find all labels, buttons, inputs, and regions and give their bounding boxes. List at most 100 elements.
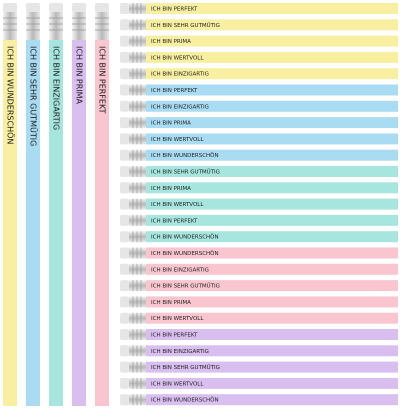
pencil: ICH BIN WUNDERSCHÖN <box>120 231 398 243</box>
ferrule <box>129 133 146 145</box>
pencil: ICH BIN WERTVOLL <box>120 312 398 324</box>
pencil: ICH BIN PRIMA <box>120 35 398 47</box>
ferrule <box>49 12 63 40</box>
ferrule <box>129 312 146 324</box>
eraser <box>72 3 86 12</box>
eraser <box>120 214 129 226</box>
ferrule <box>129 149 146 161</box>
pencil-body <box>146 231 398 243</box>
pencil: ICH BIN PERFEKT <box>120 3 398 14</box>
pencil: ICH BIN SEHR GUTMÜTIG <box>120 166 398 177</box>
eraser <box>49 3 63 12</box>
pencil: ICH BIN EINZIGARTIG <box>120 100 398 112</box>
ferrule <box>129 377 146 389</box>
pencil-body <box>49 40 63 406</box>
pencil: ICH BIN PERFEKT <box>120 84 398 96</box>
eraser <box>120 149 129 161</box>
pencil-body <box>95 40 109 406</box>
pencil-body <box>146 280 398 292</box>
pencil-body <box>146 312 398 324</box>
pencil: ICH BIN WUNDERSCHÖN <box>120 149 398 161</box>
pencil-body <box>146 345 398 357</box>
eraser <box>120 166 129 177</box>
ferrule <box>129 3 146 14</box>
pencil: ICH BIN SEHR GUTMÜTIG <box>120 280 398 292</box>
pencil-label: ICH BIN EINZIGARTIG <box>151 349 209 355</box>
ferrule <box>129 166 146 177</box>
eraser <box>120 345 129 357</box>
ferrule <box>3 12 17 40</box>
pencil-body <box>146 247 398 259</box>
eraser <box>120 231 129 243</box>
pencil-body <box>146 68 398 80</box>
pencil-label: ICH BIN EINZIGARTIG <box>151 104 209 110</box>
ferrule <box>129 117 146 129</box>
ferrule <box>129 361 146 373</box>
eraser <box>120 51 129 63</box>
pencil-body <box>146 361 398 373</box>
pencil-label: ICH BIN WUNDERSCHÖN <box>151 250 219 257</box>
pencil-body <box>146 214 398 226</box>
pencil-body <box>146 296 398 308</box>
pencil-body <box>146 198 398 210</box>
pencil: ICH BIN WERTVOLL <box>120 377 398 389</box>
pencil-label: ICH BIN WERTVOLL <box>151 316 204 322</box>
pencil: ICH BIN WUNDERSCHÖN <box>120 394 398 406</box>
eraser <box>120 198 129 210</box>
pencil-body <box>26 40 40 406</box>
eraser <box>3 3 17 12</box>
pencil-body <box>146 100 398 112</box>
eraser <box>95 3 109 12</box>
eraser <box>120 133 129 145</box>
ferrule <box>129 296 146 308</box>
pencil-body <box>72 40 86 406</box>
ferrule <box>129 84 146 96</box>
pencil: ICH BIN PERFEKT <box>120 329 398 340</box>
eraser <box>120 100 129 112</box>
pencil-label: ICH BIN PERFEKT <box>151 7 198 13</box>
ferrule <box>129 35 146 47</box>
ferrule <box>129 345 146 357</box>
pencil-label: ICH BIN WUNDERSCHÖN <box>151 152 219 159</box>
pencil-label: ICH BIN SEHR GUTMÜTIG <box>151 364 220 371</box>
ferrule <box>95 12 109 40</box>
eraser <box>120 329 129 340</box>
pencil-label: ICH BIN PERFEKT <box>98 46 107 114</box>
pencil-body <box>146 117 398 129</box>
ferrule <box>72 12 86 40</box>
eraser <box>120 394 129 406</box>
ferrule <box>129 214 146 226</box>
eraser <box>120 247 129 259</box>
pencil: ICH BIN EINZIGARTIG <box>120 345 398 357</box>
pencil-body <box>146 19 398 31</box>
ferrule <box>129 394 146 406</box>
pencil-body <box>146 149 398 161</box>
pencil: ICH BIN EINZIGARTIG <box>120 263 398 275</box>
pencil-body <box>146 133 398 145</box>
ferrule <box>129 51 146 63</box>
pencil-label: ICH BIN PRIMA <box>75 46 84 105</box>
eraser <box>120 296 129 308</box>
eraser <box>120 3 129 14</box>
eraser <box>120 263 129 275</box>
pencil-label: ICH BIN WERTVOLL <box>151 202 204 208</box>
eraser <box>120 117 129 129</box>
pencil: ICH BIN PRIMA <box>120 182 398 194</box>
ferrule <box>129 247 146 259</box>
pencil: ICH BIN WERTVOLL <box>120 198 398 210</box>
pencil-label: ICH BIN WUNDERSCHÖN <box>6 46 16 144</box>
pencil-label: ICH BIN WERTVOLL <box>151 137 204 143</box>
ferrule <box>129 263 146 275</box>
eraser <box>120 35 129 47</box>
pencil: ICH BIN PRIMA <box>120 296 398 308</box>
pencil-label: ICH BIN EINZIGARTIG <box>151 72 209 78</box>
pencil-label: ICH BIN SEHR GUTMÜTIG <box>29 46 39 146</box>
pencil-label: ICH BIN PRIMA <box>151 121 191 127</box>
pencil-body <box>146 51 398 63</box>
eraser <box>120 312 129 324</box>
pencil-body <box>146 166 398 177</box>
pencil: ICH BIN PERFEKT <box>120 214 398 226</box>
pencil-label: ICH BIN PERFEKT <box>151 218 198 224</box>
